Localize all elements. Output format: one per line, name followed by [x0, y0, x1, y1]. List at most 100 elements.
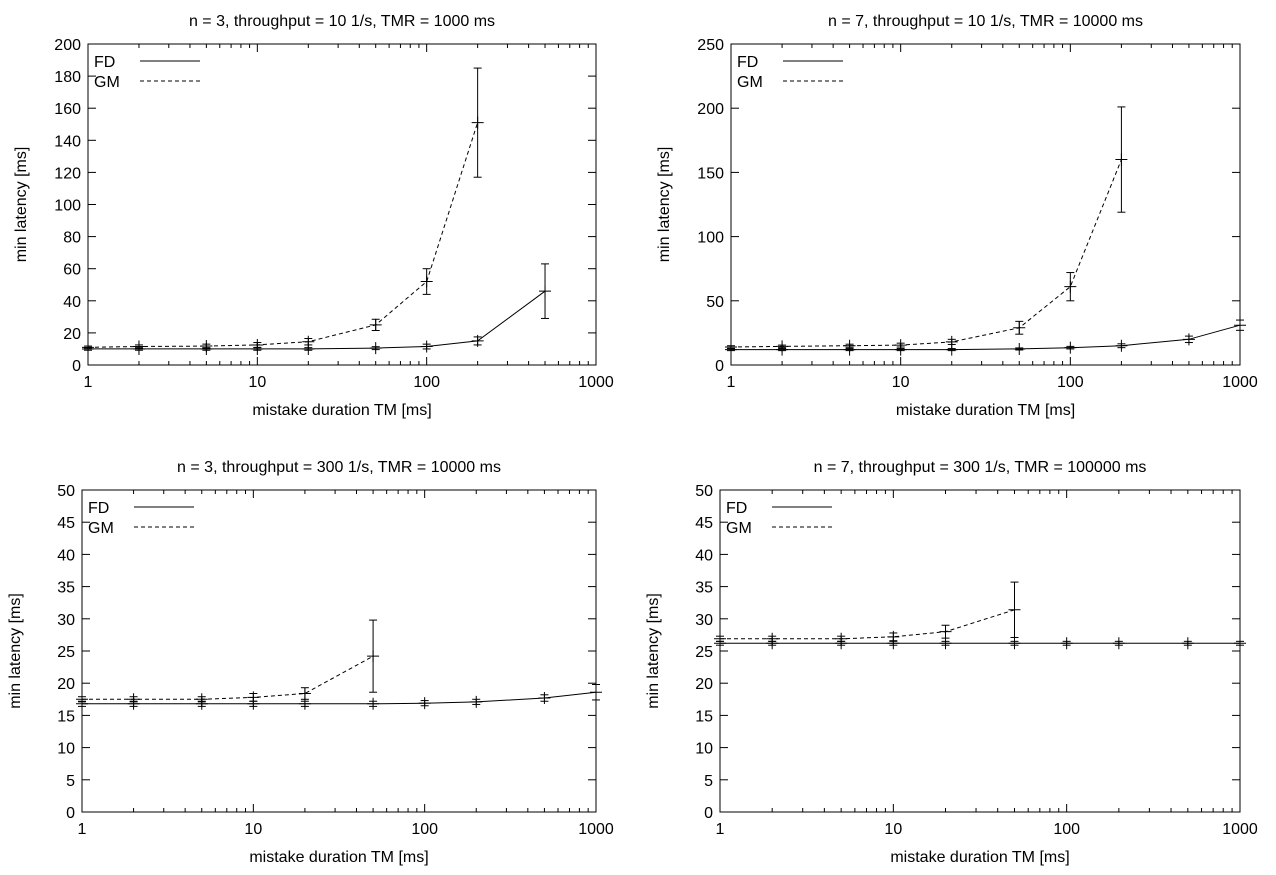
data-point-gm	[82, 341, 94, 354]
data-point-fd	[1060, 637, 1073, 650]
y-tick-label: 40	[695, 547, 713, 564]
x-tick-label: 1	[727, 374, 736, 391]
y-tick-label: 50	[57, 483, 75, 500]
data-point-gm	[132, 340, 145, 353]
series-line-gm	[82, 655, 374, 700]
data-point-fd	[418, 697, 431, 710]
data-point-gm	[127, 693, 140, 706]
chart-title: n = 3, throughput = 300 1/s, TMR = 10000…	[177, 459, 501, 476]
x-axis-label: mistake duration TM [ms]	[249, 849, 428, 866]
data-point-gm	[1115, 153, 1128, 166]
data-point-fd	[298, 697, 311, 710]
y-tick-label: 200	[54, 37, 81, 54]
data-point-fd	[539, 285, 552, 298]
chart-title: n = 3, throughput = 10 1/s, TMR = 1000 m…	[189, 13, 495, 30]
data-point-gm	[76, 693, 88, 706]
x-tick-label: 1000	[1222, 374, 1258, 391]
legend-label: FD	[88, 500, 109, 517]
data-point-gm	[725, 341, 737, 354]
x-axis-label: mistake duration TM [ms]	[252, 402, 431, 419]
y-tick-label: 45	[57, 515, 75, 532]
data-point-gm	[195, 693, 208, 706]
y-tick-label: 50	[695, 483, 713, 500]
y-tick-label: 60	[63, 262, 81, 279]
x-tick-label: 10	[892, 374, 910, 391]
series-line-gm	[87, 122, 479, 348]
y-tick-label: 25	[695, 644, 713, 661]
data-point-gm	[835, 632, 848, 645]
y-tick-label: 10	[695, 741, 713, 758]
chart-title: n = 7, throughput = 10 1/s, TMR = 10000 …	[828, 13, 1143, 30]
y-tick-label: 5	[66, 773, 75, 790]
y-tick-label: 100	[54, 198, 81, 215]
y-tick-label: 80	[63, 230, 81, 247]
y-axis-label: min latency [ms]	[13, 147, 30, 263]
y-tick-label: 20	[63, 326, 81, 343]
y-tick-label: 0	[72, 358, 81, 375]
legend-label: GM	[737, 74, 763, 91]
y-tick-label: 120	[54, 165, 81, 182]
data-point-gm	[302, 335, 315, 348]
data-point-fd	[1064, 341, 1077, 354]
data-point-gm	[776, 340, 789, 353]
data-point-fd	[939, 637, 952, 650]
y-axis-label: min latency [ms]	[7, 593, 24, 709]
data-point-fd	[538, 692, 551, 705]
x-tick-label: 1	[84, 374, 93, 391]
x-tick-label: 1000	[1222, 821, 1258, 838]
y-tick-label: 140	[54, 133, 81, 150]
x-axis-label: mistake duration TM [ms]	[890, 849, 1069, 866]
data-point-gm	[298, 687, 311, 700]
y-tick-label: 0	[704, 805, 713, 822]
y-tick-label: 45	[695, 515, 713, 532]
chart-title: n = 7, throughput = 300 1/s, TMR = 10000…	[814, 459, 1147, 476]
data-point-fd	[367, 697, 380, 710]
data-point-fd	[470, 695, 483, 708]
y-tick-label: 20	[57, 676, 75, 693]
y-axis-label: min latency [ms]	[645, 593, 662, 709]
data-point-gm	[367, 650, 380, 663]
data-point-fd	[1112, 637, 1125, 650]
y-tick-label: 10	[57, 741, 75, 758]
x-tick-label: 10	[244, 821, 262, 838]
data-point-gm	[843, 339, 856, 352]
data-point-fd	[1181, 637, 1194, 650]
data-point-gm	[471, 116, 484, 129]
series-line-fd	[731, 324, 1241, 351]
y-tick-label: 160	[54, 101, 81, 118]
chart-panel-2: 0 50 100 150 200 250 1 10 100 1000 n = 7, throughp…	[656, 13, 1258, 419]
plot-frame	[87, 43, 597, 366]
legend-label: FD	[737, 54, 758, 71]
series-line-gm	[730, 159, 1122, 348]
data-point-fd	[590, 686, 602, 699]
x-tick-label: 1	[716, 821, 725, 838]
data-point-fd	[1008, 637, 1021, 650]
data-point-gm	[247, 691, 260, 704]
legend-label: FD	[94, 54, 115, 71]
legend-label: GM	[94, 74, 120, 91]
y-tick-label: 40	[57, 547, 75, 564]
data-point-gm	[200, 340, 213, 353]
y-tick-label: 5	[704, 773, 713, 790]
y-tick-label: 25	[57, 644, 75, 661]
legend-label: FD	[726, 500, 747, 517]
x-tick-label: 100	[413, 374, 440, 391]
y-tick-label: 250	[697, 37, 724, 54]
data-point-fd	[1234, 319, 1246, 332]
data-point-gm	[766, 632, 779, 645]
y-tick-label: 15	[57, 708, 75, 725]
plot-frame	[719, 489, 1241, 813]
data-point-gm	[420, 275, 433, 288]
y-tick-label: 0	[66, 805, 75, 822]
x-tick-label: 10	[248, 374, 266, 391]
chart-panel-1: 0 20 40 60 80 100 120 140 160 180 200 1 10 100 1000 n =…	[13, 13, 614, 419]
y-tick-label: 40	[63, 294, 81, 311]
data-point-gm	[369, 318, 382, 331]
data-point-gm	[894, 339, 907, 352]
y-tick-label: 50	[706, 294, 724, 311]
data-point-gm	[1064, 280, 1077, 293]
x-tick-label: 100	[411, 821, 438, 838]
y-tick-label: 35	[695, 580, 713, 597]
data-point-gm	[251, 338, 264, 351]
data-point-fd	[420, 340, 433, 353]
